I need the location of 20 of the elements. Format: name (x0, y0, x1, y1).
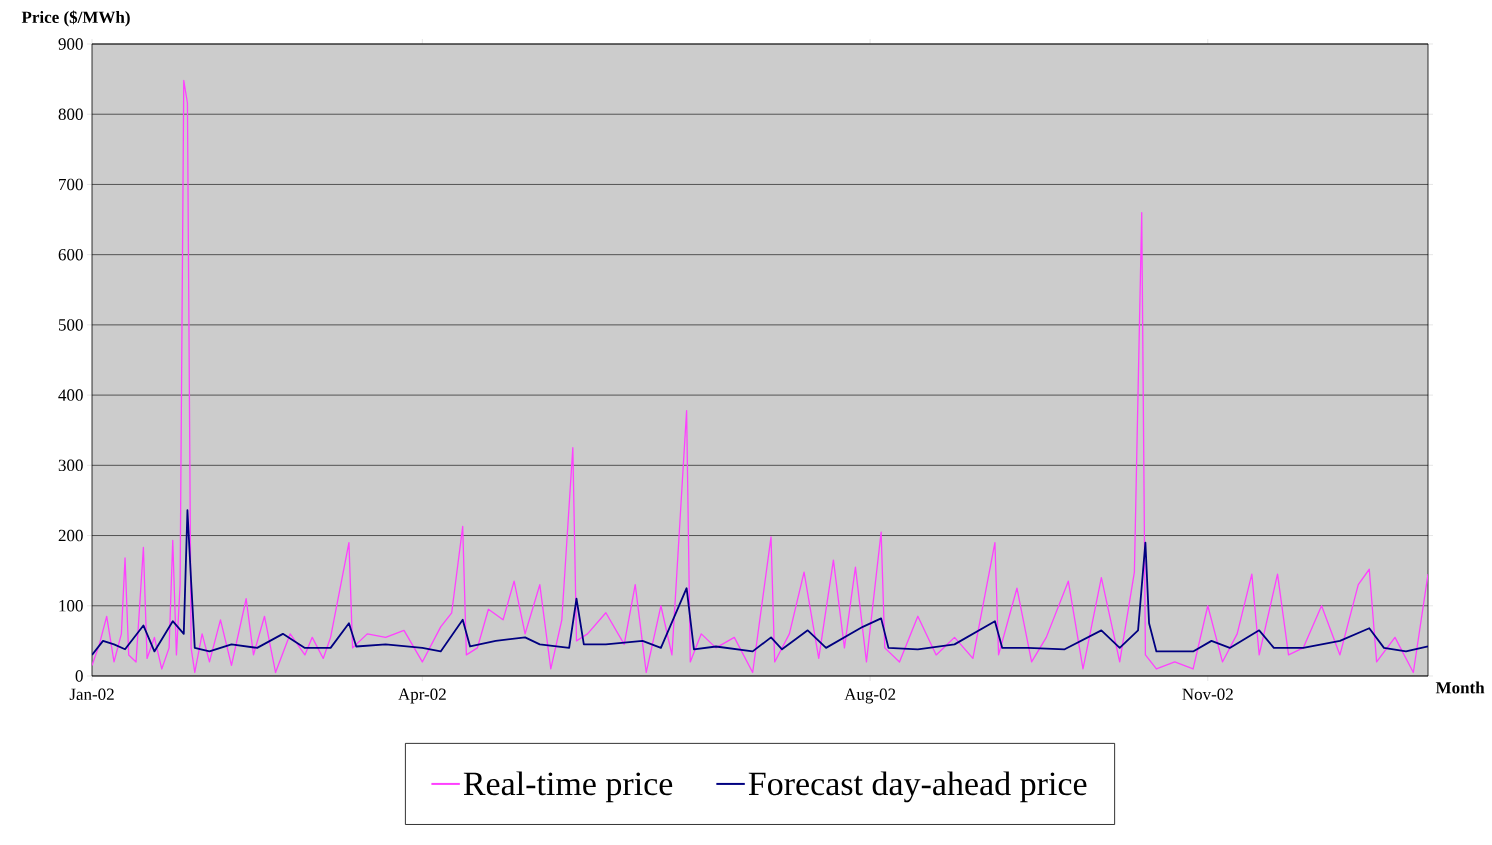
y-tick-label: 100 (59, 600, 83, 612)
y-axis-title: Price ($/MWh) (21, 10, 130, 27)
y-tick-label: 400 (58, 389, 83, 401)
legend-label: Forecast day-ahead price (748, 771, 1087, 803)
y-tick-label: 300 (58, 459, 83, 472)
x-tick-label: Apr-02 (398, 688, 446, 704)
y-tick-label: 900 (58, 38, 83, 50)
line-series (92, 509, 1429, 656)
x-axis-title: Month (1435, 681, 1485, 694)
legend-label: Real-time price (463, 771, 673, 803)
x-tick-label: Nov-02 (1182, 688, 1233, 700)
line-series (92, 79, 1429, 674)
y-tick-label: 600 (58, 248, 83, 261)
x-tick-label: Aug-02 (844, 688, 896, 704)
y-tick-label: 200 (58, 529, 83, 542)
y-tick-label: 500 (58, 319, 83, 331)
y-tick-label: 0 (75, 670, 83, 682)
y-tick-label: 700 (59, 178, 83, 191)
x-tick-label: Jan-02 (69, 688, 114, 700)
y-tick-label: 800 (58, 108, 83, 120)
